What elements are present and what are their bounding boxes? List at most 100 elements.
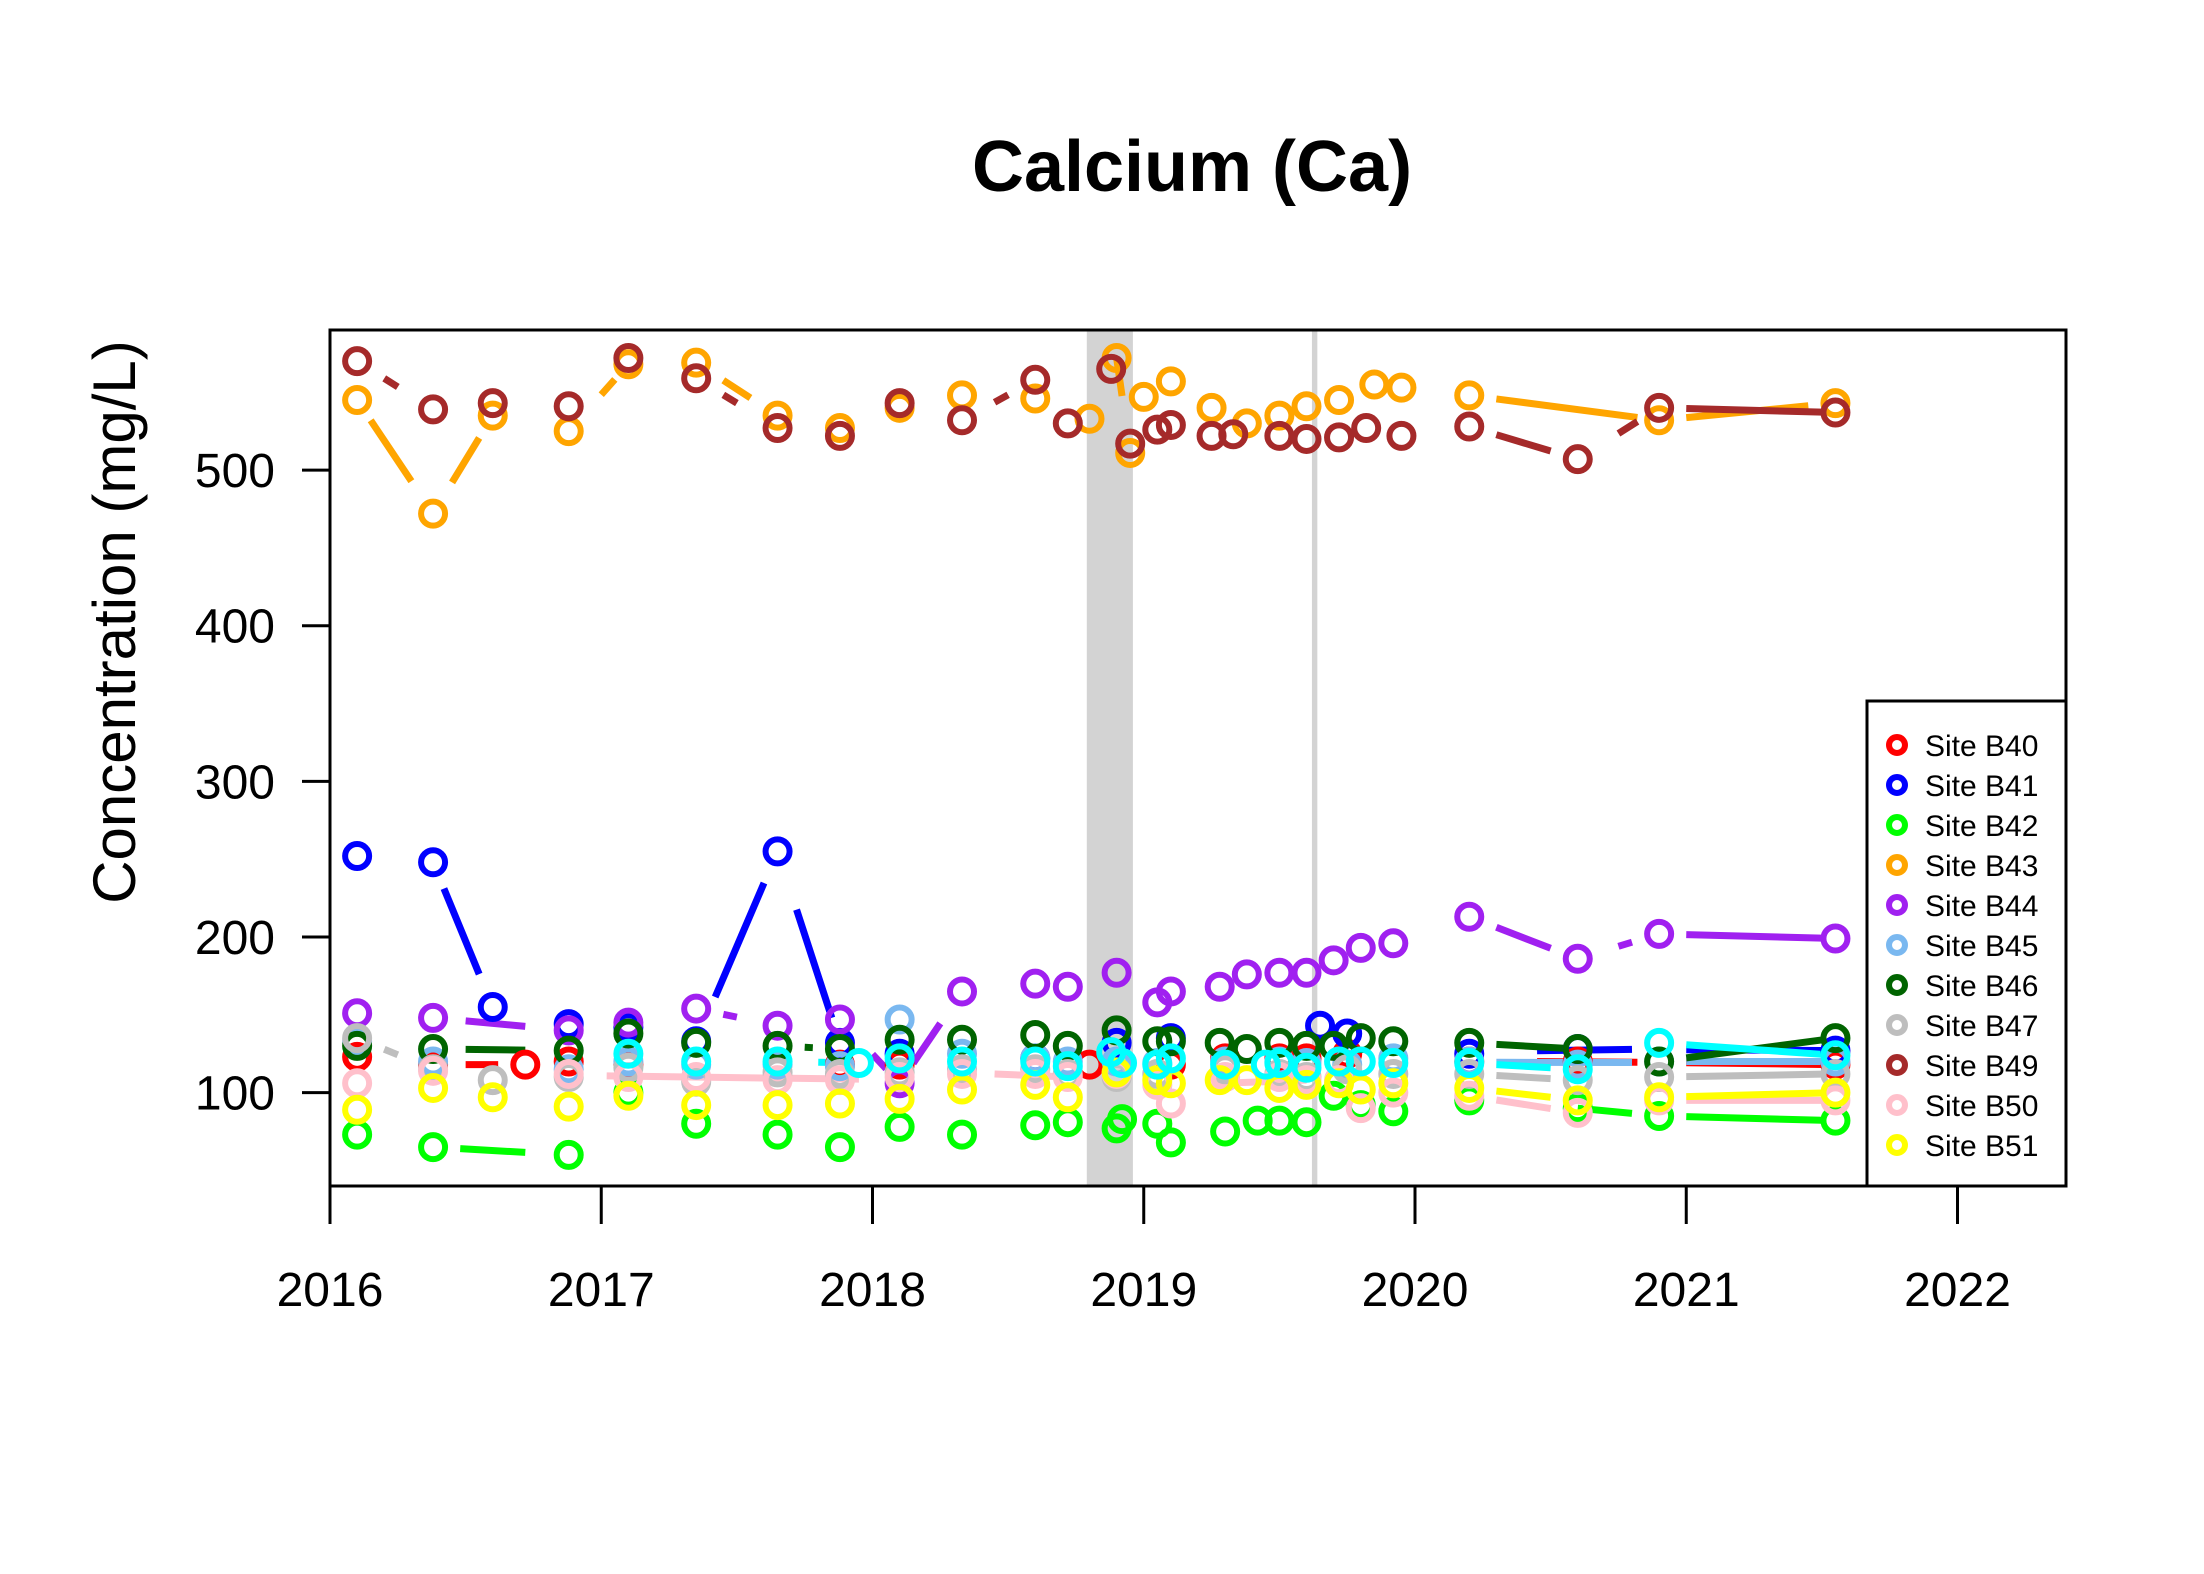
- data-point-site-b44-21: [1378, 928, 1409, 959]
- data-point-extra-1: [613, 1038, 644, 1069]
- data-point-site-b42-9: [947, 1119, 978, 1150]
- y-tick-label: 200: [195, 912, 275, 965]
- data-point-extra-21: [1562, 1054, 1593, 1085]
- data-point-site-b51-26: [1820, 1077, 1851, 1108]
- data-point-site-b44-14: [1155, 976, 1186, 1007]
- data-point-site-b43-3: [477, 400, 508, 431]
- data-point-site-b51-7: [762, 1090, 793, 1121]
- series-line-site-b41-3: [793, 908, 836, 1019]
- data-point-site-b51-10: [947, 1074, 978, 1105]
- plot-frame: [328, 328, 2068, 1188]
- data-point-site-b44-17: [1264, 957, 1295, 988]
- series-points: [342, 343, 1851, 1170]
- data-point-site-b44-24: [1644, 918, 1675, 949]
- data-point-site-b42-1: [342, 1119, 373, 1150]
- data-point-extra-10: [1107, 1048, 1138, 1079]
- data-point-site-b44-18: [1291, 957, 1322, 988]
- legend-label: Site B43: [1925, 850, 2038, 883]
- legend-label: Site B49: [1925, 1050, 2038, 1083]
- series-line-site-b44-3: [869, 1051, 889, 1072]
- series-line-site-b49-6: [1686, 405, 1822, 416]
- data-point-site-b49-23: [1386, 420, 1417, 451]
- legend-swatch: [1886, 774, 1908, 796]
- data-point-site-b51-19: [1291, 1069, 1322, 1100]
- series-line-site-b44-4: [910, 1021, 944, 1066]
- data-point-site-b46-14: [1155, 1026, 1186, 1057]
- data-point-site-b42-14: [1142, 1108, 1173, 1139]
- series-line-site-b42-1: [459, 1145, 526, 1156]
- legend-swatch: [1886, 854, 1908, 876]
- data-point-site-b44-1: [342, 998, 373, 1029]
- series-line-site-b43-6: [1495, 395, 1638, 421]
- data-point-site-b49-4: [553, 391, 584, 422]
- data-point-site-b43-17: [1196, 392, 1227, 423]
- data-point-site-b50-5: [681, 1062, 712, 1093]
- data-point-site-b42-26: [1820, 1105, 1851, 1136]
- data-point-site-b42-13: [1107, 1104, 1138, 1135]
- data-point-site-b47-3: [477, 1065, 508, 1096]
- data-point-site-b44-6: [762, 1010, 793, 1041]
- data-point-site-b50-11: [1052, 1062, 1083, 1093]
- data-point-extra-6: [947, 1046, 978, 1077]
- data-point-site-b49-15: [1142, 414, 1173, 445]
- data-point-site-b43-21: [1324, 385, 1355, 416]
- data-point-site-b42-5: [681, 1108, 712, 1139]
- shaded-period-2: [1311, 330, 1318, 1186]
- data-point-extra-22: [1644, 1027, 1675, 1058]
- series-line-site-b44-6: [1617, 938, 1634, 950]
- data-point-site-b51-9: [884, 1083, 915, 1114]
- series-line-site-b46-3: [1496, 1040, 1565, 1052]
- data-point-site-b49-14: [1115, 428, 1146, 459]
- data-point-site-b51-2: [418, 1072, 449, 1103]
- data-point-extra-20: [1454, 1048, 1485, 1079]
- data-point-site-b49-10: [947, 405, 978, 436]
- data-point-site-b49-9: [884, 388, 915, 419]
- data-point-site-b51-8: [824, 1088, 855, 1119]
- series-line-site-b43-3: [598, 377, 618, 397]
- series-line-site-b44-2: [722, 1010, 738, 1021]
- data-point-site-b49-8: [824, 420, 855, 451]
- data-point-site-b43-26: [1820, 388, 1851, 419]
- data-point-extra-18: [1345, 1046, 1376, 1077]
- data-point-site-b44-7: [824, 1004, 855, 1035]
- data-point-extra-7: [1020, 1046, 1051, 1077]
- data-point-site-b43-7: [762, 400, 793, 431]
- data-point-site-b44-12: [1101, 957, 1132, 988]
- data-point-extra-8: [1052, 1051, 1083, 1082]
- data-point-site-b49-7: [762, 413, 793, 444]
- data-point-extra-5: [884, 1043, 915, 1074]
- data-point-site-b49-11: [1020, 364, 1051, 395]
- chart-title: Calcium (Ca): [972, 127, 1412, 207]
- series-line-site-b50-4: [1495, 1096, 1552, 1113]
- data-point-site-b42-15: [1155, 1127, 1186, 1158]
- data-point-site-b46-8: [884, 1024, 915, 1055]
- series-line-site-b44-1: [465, 1017, 526, 1030]
- legend-label: Site B41: [1925, 770, 2038, 803]
- data-point-site-b43-16: [1155, 366, 1186, 397]
- data-point-extra-15: [1264, 1048, 1295, 1079]
- legend-swatch: [1886, 734, 1908, 756]
- data-point-site-b46-5: [681, 1027, 712, 1058]
- data-point-site-b49-1: [342, 346, 373, 377]
- legend-label: Site B47: [1925, 1010, 2038, 1043]
- x-tick-label: 2022: [1904, 1264, 2011, 1317]
- y-tick-label: 100: [195, 1068, 275, 1121]
- data-point-site-b49-24: [1454, 411, 1485, 442]
- data-point-site-b44-5: [681, 993, 712, 1024]
- data-point-site-b50-1: [342, 1068, 373, 1099]
- legend-label: Site B51: [1925, 1130, 2038, 1163]
- data-point-site-b51-5: [613, 1080, 644, 1111]
- data-point-site-b49-19: [1264, 420, 1295, 451]
- legend-swatch: [1886, 894, 1908, 916]
- data-point-site-b49-2: [418, 394, 449, 425]
- data-point-site-b47-5: [613, 1052, 644, 1083]
- data-point-site-b42-16: [1210, 1116, 1241, 1147]
- series-line-site-b49-1: [382, 375, 400, 390]
- series-line-site-b46-1: [465, 1045, 526, 1054]
- data-point-site-b44-3: [553, 1015, 584, 1046]
- data-point-site-b46-4: [613, 1018, 644, 1049]
- data-point-extra-14: [1250, 1049, 1281, 1080]
- data-point-site-b50-22: [1562, 1097, 1593, 1128]
- data-point-site-b51-1: [342, 1094, 373, 1125]
- data-point-extra-16: [1291, 1052, 1322, 1083]
